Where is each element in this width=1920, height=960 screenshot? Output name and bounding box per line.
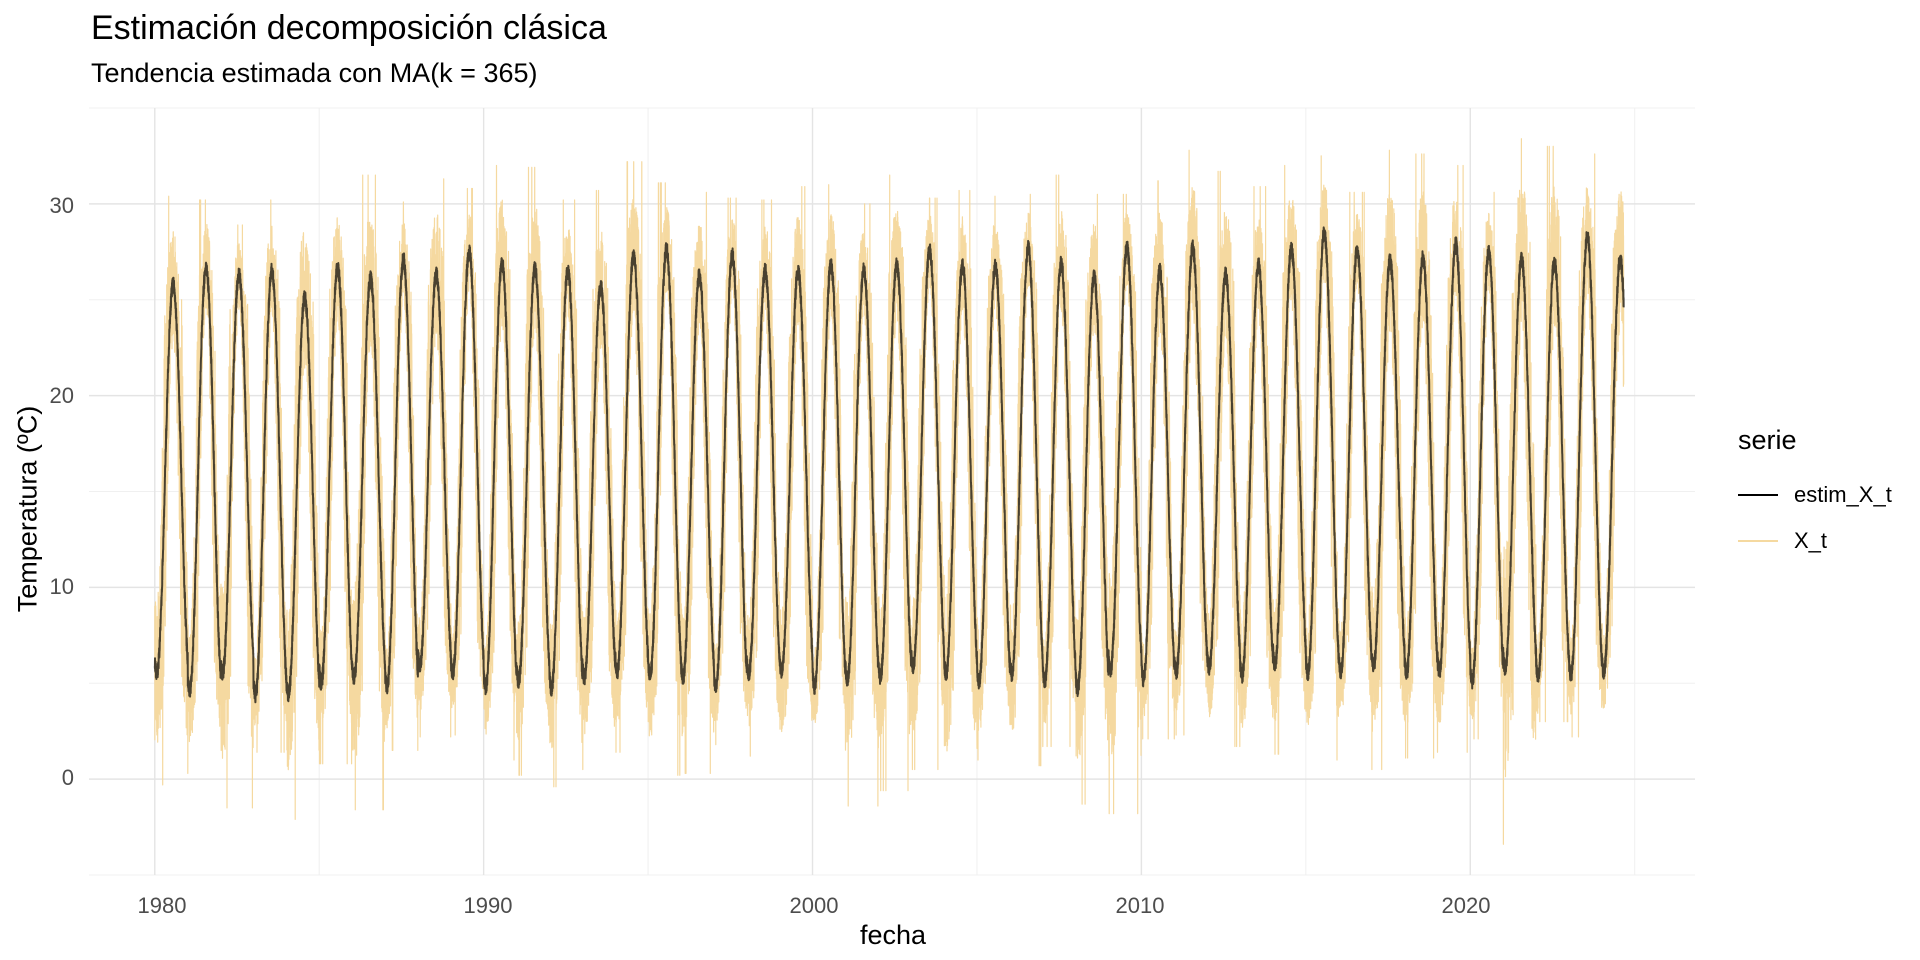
legend-item-x_t: X_t <box>1738 518 1892 564</box>
x-axis-label: fecha <box>859 920 927 950</box>
series-estim_x_t <box>153 226 1625 704</box>
y-axis-label: Temperatura (ºC) <box>12 405 43 613</box>
legend-label: estim_X_t <box>1794 482 1892 507</box>
y-tick-label: 30 <box>49 193 74 218</box>
legend-key-line <box>1738 494 1778 496</box>
legend-title: serie <box>1738 425 1797 455</box>
x-tick-label: 1990 <box>463 893 513 918</box>
y-tick-label: 0 <box>61 765 74 790</box>
legend-key-line <box>1738 540 1778 542</box>
x-tick-label: 2010 <box>1115 893 1165 918</box>
series-x_t <box>154 138 1625 845</box>
chart-title: Estimación decomposición clásica <box>91 9 607 47</box>
y-tick-label: 20 <box>49 383 74 408</box>
chart-subtitle: Tendencia estimada con MA(k = 365) <box>91 58 538 88</box>
x-tick-label: 1980 <box>137 893 187 918</box>
series-line-x_t <box>154 138 1625 845</box>
legend: serie estim_X_t X_t <box>1738 425 1892 564</box>
x-tick-label: 2000 <box>789 893 839 918</box>
y-tick-label: 10 <box>49 574 74 599</box>
legend-label: X_t <box>1794 528 1828 553</box>
x-tick-label: 2020 <box>1441 893 1491 918</box>
legend-item-estim_x_t: estim_X_t <box>1738 472 1892 518</box>
series-line-estim_x_t <box>153 226 1625 704</box>
